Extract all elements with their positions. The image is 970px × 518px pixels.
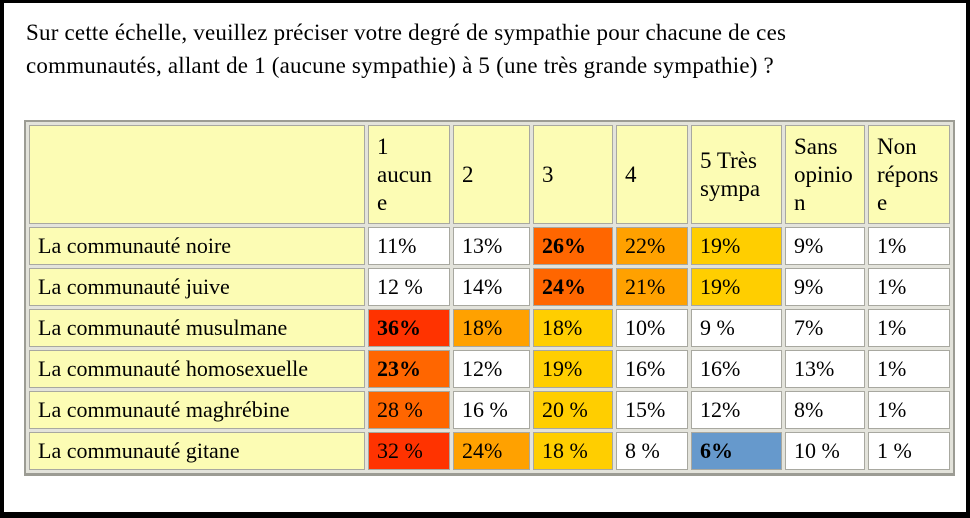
value-cell: 18 % [533, 432, 613, 471]
value-cell: 13% [785, 350, 865, 389]
column-header: Sans opinion [785, 125, 865, 225]
value-cell: 16% [616, 350, 688, 389]
column-header: 5 Très sympa [691, 125, 782, 225]
table-row: La communauté homosexuelle 23% 12% 19% 16% 16… [29, 350, 950, 389]
value-cell: 9 % [691, 309, 782, 348]
value-cell: 24% [533, 268, 613, 307]
column-header: 2 [453, 125, 530, 225]
value-cell: 36% [368, 309, 450, 348]
column-header: 1 aucune [368, 125, 450, 225]
corner-header-cell [29, 125, 365, 225]
table-row: La communauté gitane 32 % 24% 18 % 8 % 6% 10 %… [29, 432, 950, 471]
value-cell: 1% [868, 227, 950, 266]
row-label: La communauté musulmane [29, 309, 365, 348]
column-header: Non réponse [868, 125, 950, 225]
value-cell: 1% [868, 350, 950, 389]
column-header: 3 [533, 125, 613, 225]
row-label: La communauté maghrébine [29, 391, 365, 430]
value-cell: 1% [868, 309, 950, 348]
value-cell: 16 % [453, 391, 530, 430]
survey-results-table: 1 aucune 2 3 4 5 Très sympa Sans opinion Non r… [24, 120, 955, 477]
value-cell: 9% [785, 227, 865, 266]
value-cell: 23% [368, 350, 450, 389]
table-row: La communauté musulmane 36% 18% 18% 10% 9 % 7%… [29, 309, 950, 348]
value-cell: 21% [616, 268, 688, 307]
table-row: La communauté juive 12 % 14% 24% 21% 19% 9% 1% [29, 268, 950, 307]
value-cell: 20 % [533, 391, 613, 430]
value-cell: 1% [868, 268, 950, 307]
row-label: La communauté noire [29, 227, 365, 266]
value-cell: 8 % [616, 432, 688, 471]
value-cell: 1% [868, 391, 950, 430]
value-cell: 28 % [368, 391, 450, 430]
table-row: La communauté noire 11% 13% 26% 22% 19% 9% 1% [29, 227, 950, 266]
value-cell: 19% [691, 268, 782, 307]
value-cell: 22% [616, 227, 688, 266]
table-row: La communauté maghrébine 28 % 16 % 20 % 15% 1… [29, 391, 950, 430]
value-cell: 7% [785, 309, 865, 348]
value-cell: 11% [368, 227, 450, 266]
row-label: La communauté homosexuelle [29, 350, 365, 389]
value-cell: 1 % [868, 432, 950, 471]
value-cell: 10% [616, 309, 688, 348]
value-cell: 6% [691, 432, 782, 471]
value-cell: 14% [453, 268, 530, 307]
value-cell: 16% [691, 350, 782, 389]
value-cell: 18% [453, 309, 530, 348]
value-cell: 8% [785, 391, 865, 430]
value-cell: 12% [453, 350, 530, 389]
value-cell: 10 % [785, 432, 865, 471]
row-label: La communauté gitane [29, 432, 365, 471]
value-cell: 12% [691, 391, 782, 430]
header-row: 1 aucune 2 3 4 5 Très sympa Sans opinion Non r… [29, 125, 950, 225]
value-cell: 19% [691, 227, 782, 266]
value-cell: 19% [533, 350, 613, 389]
value-cell: 9% [785, 268, 865, 307]
value-cell: 13% [453, 227, 530, 266]
column-header: 4 [616, 125, 688, 225]
value-cell: 32 % [368, 432, 450, 471]
value-cell: 15% [616, 391, 688, 430]
row-label: La communauté juive [29, 268, 365, 307]
value-cell: 18% [533, 309, 613, 348]
survey-question-title: Sur cette échelle, veuillez préciser vot… [26, 20, 787, 78]
value-cell: 12 % [368, 268, 450, 307]
value-cell: 24% [453, 432, 530, 471]
value-cell: 26% [533, 227, 613, 266]
